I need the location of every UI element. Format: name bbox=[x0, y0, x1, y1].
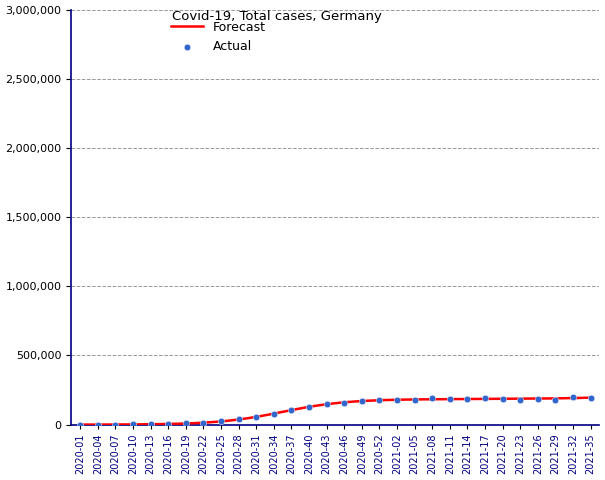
Forecast bbox=[427, 396, 434, 402]
Actual bbox=[463, 396, 473, 403]
Forecast bbox=[474, 396, 482, 402]
Forecast bbox=[129, 421, 136, 427]
Actual bbox=[128, 420, 138, 428]
Actual bbox=[198, 419, 208, 427]
Actual bbox=[287, 406, 296, 414]
Actual bbox=[146, 420, 155, 428]
Actual bbox=[111, 420, 120, 428]
Actual bbox=[357, 397, 367, 405]
Actual bbox=[410, 396, 419, 404]
Actual bbox=[498, 395, 508, 403]
Actual bbox=[322, 400, 332, 408]
Actual bbox=[216, 418, 226, 425]
Actual bbox=[234, 416, 243, 423]
Legend: Forecast, Actual: Forecast, Actual bbox=[166, 16, 270, 58]
Actual bbox=[427, 395, 437, 402]
Actual bbox=[93, 421, 103, 429]
Actual bbox=[586, 394, 595, 402]
Text: Covid-19, Total cases, Germany: Covid-19, Total cases, Germany bbox=[172, 10, 382, 23]
Forecast bbox=[77, 422, 84, 428]
Actual bbox=[76, 420, 85, 428]
Line: Forecast: Forecast bbox=[80, 397, 590, 425]
Actual bbox=[251, 413, 261, 421]
Actual bbox=[445, 395, 455, 403]
Actual bbox=[181, 420, 191, 427]
Actual bbox=[339, 399, 349, 407]
Actual bbox=[533, 395, 543, 403]
Actual bbox=[374, 396, 384, 404]
Forecast bbox=[587, 395, 594, 400]
Actual bbox=[480, 394, 490, 402]
Forecast bbox=[301, 405, 309, 410]
Actual bbox=[515, 396, 525, 403]
Actual bbox=[392, 396, 402, 404]
Actual bbox=[304, 403, 314, 411]
Forecast bbox=[484, 396, 491, 402]
Actual bbox=[551, 396, 560, 404]
Actual bbox=[163, 420, 173, 428]
Actual bbox=[269, 410, 279, 418]
Actual bbox=[568, 394, 578, 401]
Forecast bbox=[283, 408, 290, 414]
